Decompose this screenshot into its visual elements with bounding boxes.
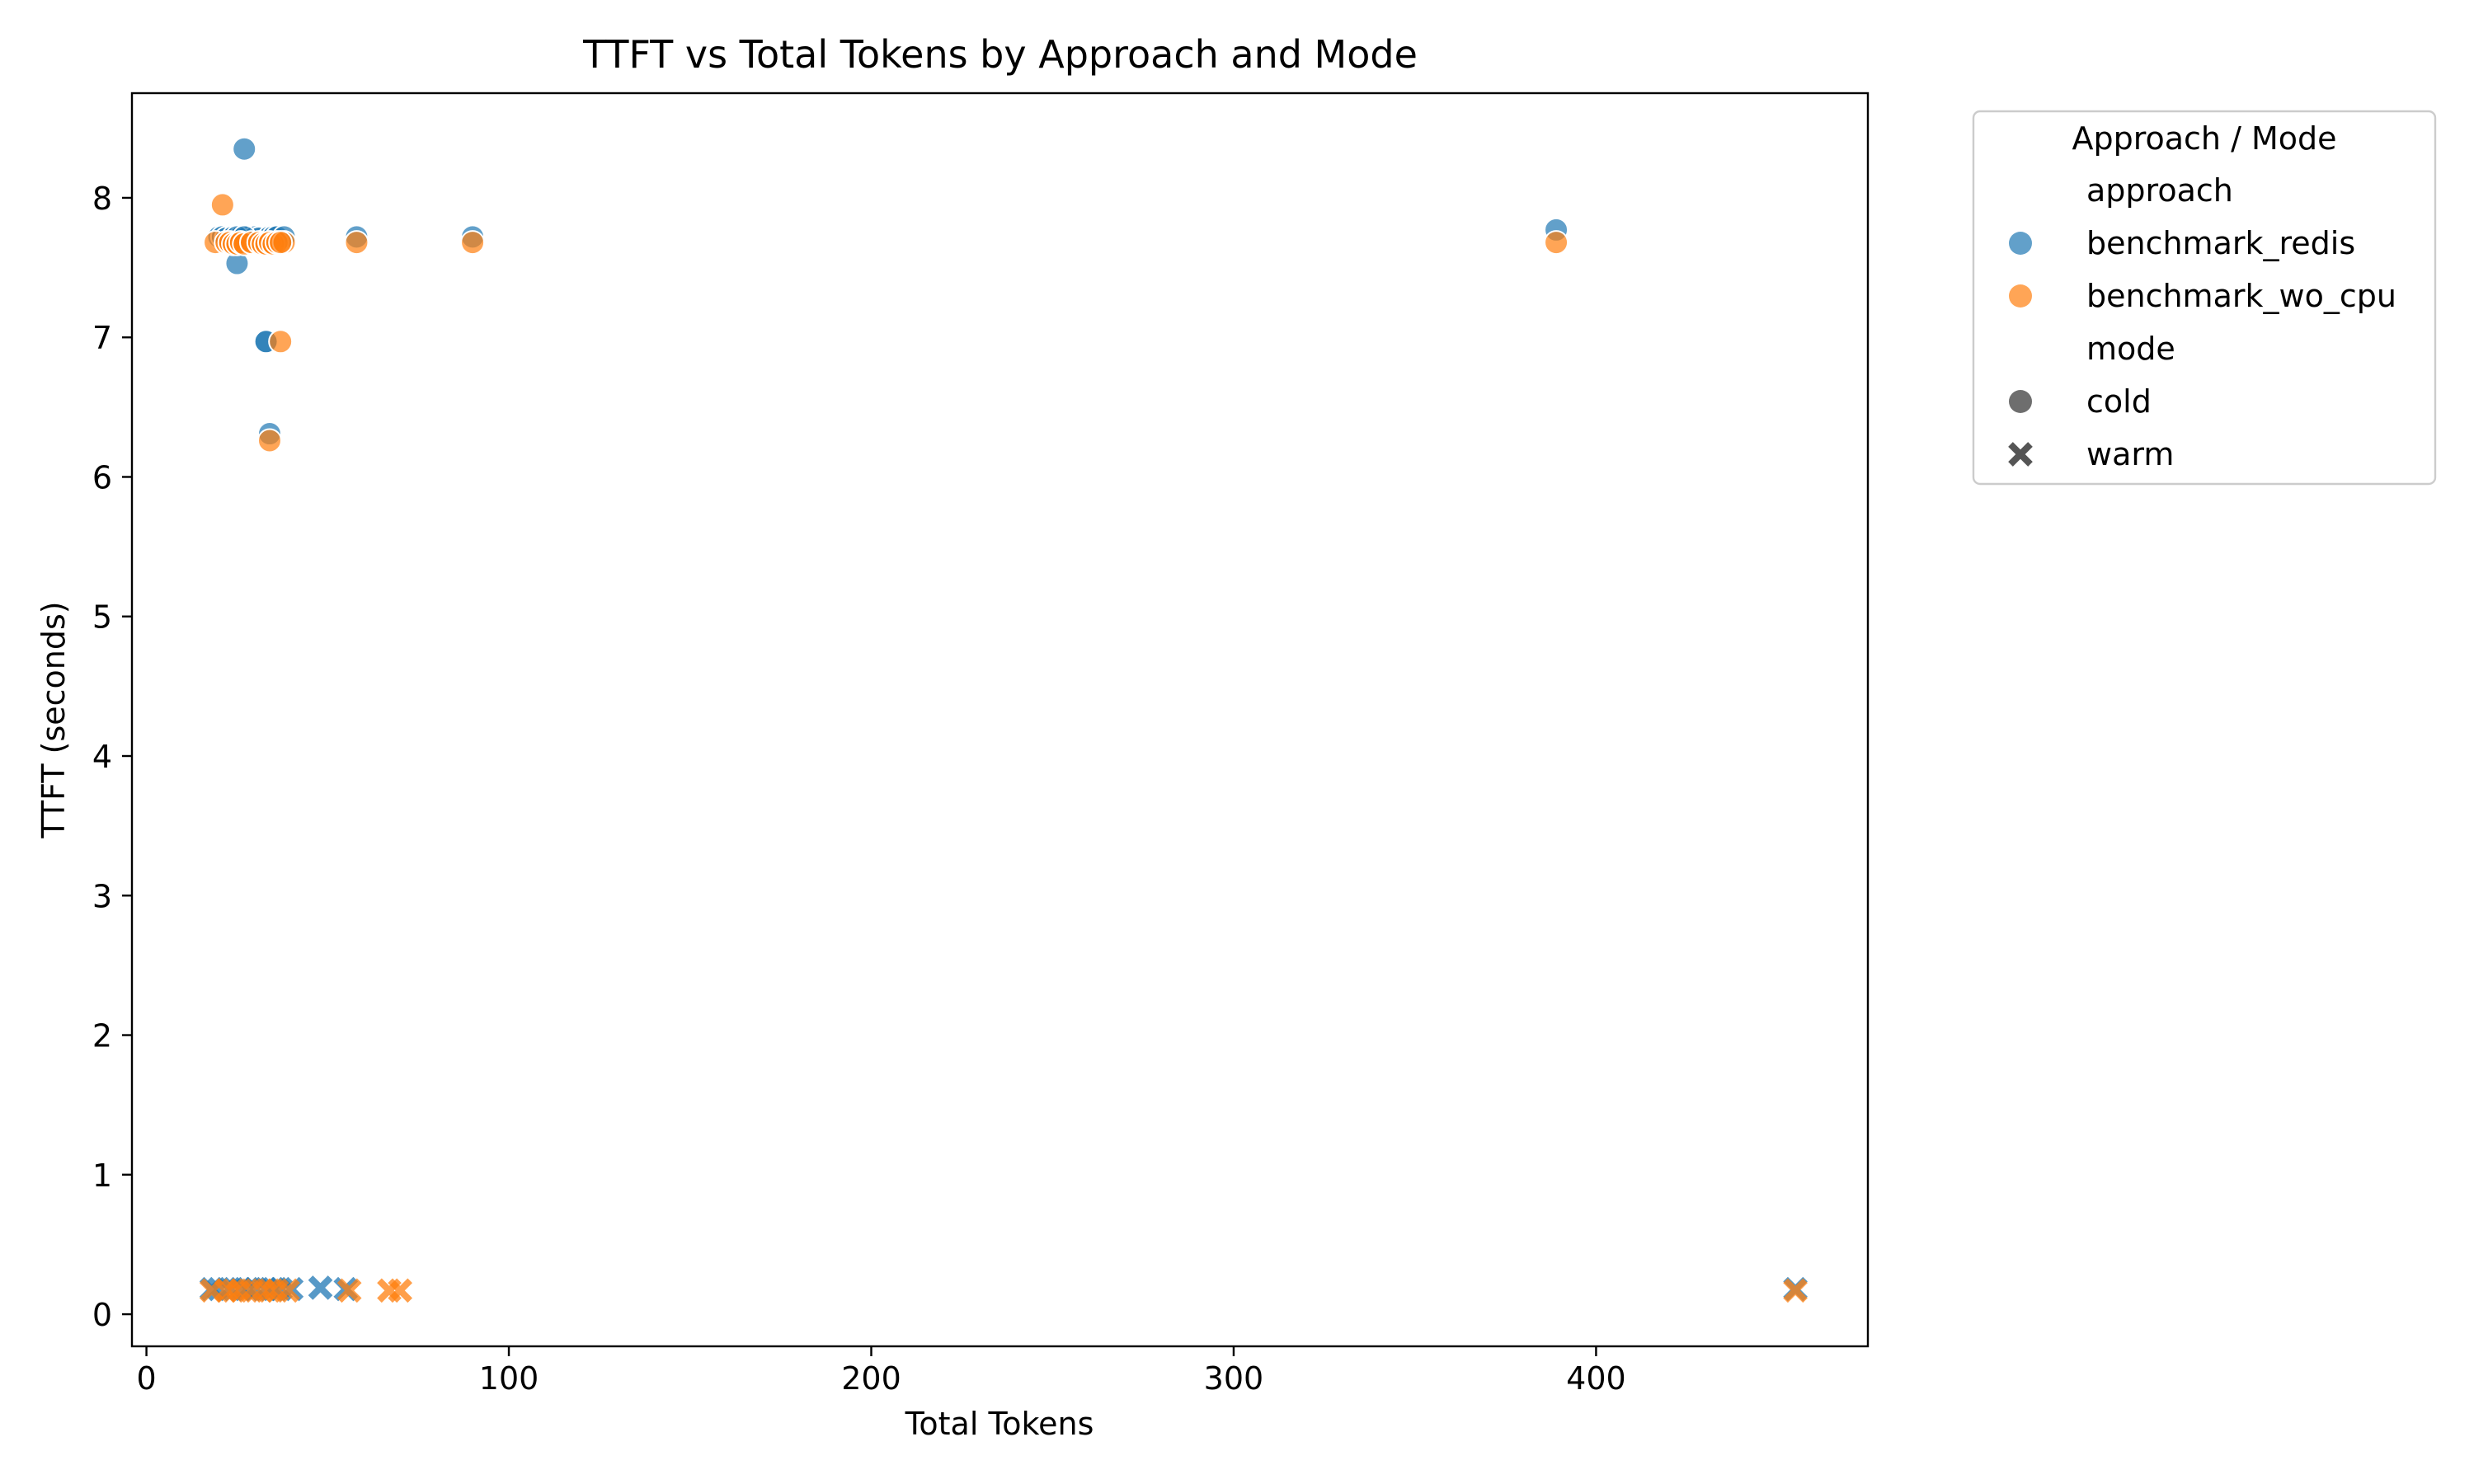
legend-header-mode: mode [2086, 331, 2175, 367]
data-points [199, 136, 1808, 1303]
y-tick-label: 4 [92, 739, 112, 775]
x-tick-label: 300 [1204, 1360, 1264, 1397]
legend-marker-warm [2008, 442, 2033, 467]
point-benchmark-redis-warm [308, 1275, 333, 1300]
point-benchmark-redis-cold [232, 136, 257, 162]
plot-frame [130, 92, 1870, 1348]
y-tick-label: 7 [92, 320, 112, 356]
plot-area [132, 93, 1868, 1346]
point-benchmark-wo-cpu-warm [388, 1278, 413, 1303]
legend-label-cold: cold [2086, 383, 2152, 420]
y-tick-label: 5 [92, 599, 112, 636]
legend: Approach / Mode approach benchmark_redis… [1972, 110, 2437, 486]
point-benchmark-wo-cpu-cold [209, 192, 235, 218]
point-benchmark-wo-cpu-warm [1783, 1278, 1808, 1303]
point-benchmark-wo-cpu-warm [275, 1278, 300, 1303]
x-tick-label: 100 [479, 1360, 539, 1397]
y-tick-label: 3 [92, 878, 112, 914]
x-tick-label: 400 [1566, 1360, 1626, 1397]
chart-title: TTFT vs Total Tokens by Approach and Mod… [582, 32, 1418, 77]
x-axis-label: Total Tokens [905, 1406, 1094, 1442]
point-benchmark-wo-cpu-warm [257, 1278, 282, 1303]
legend-marker-benchmark-wo-cpu [2009, 284, 2032, 308]
point-benchmark-wo-cpu-warm [336, 1278, 362, 1303]
point-benchmark-wo-cpu-cold [460, 230, 486, 256]
legend-marker-benchmark-redis [2009, 232, 2032, 255]
point-benchmark-wo-cpu-cold [344, 230, 369, 256]
x-tick-label: 200 [841, 1360, 901, 1397]
point-benchmark-wo-cpu-warm [221, 1278, 246, 1303]
point-benchmark-wo-cpu-cold [268, 329, 294, 355]
y-tick-label: 1 [92, 1158, 112, 1194]
legend-header-approach: approach [2086, 172, 2233, 209]
y-axis-label: TTFT (seconds) [35, 601, 72, 838]
y-tick-label: 0 [92, 1297, 112, 1333]
y-tick-label: 6 [92, 459, 112, 495]
x-tick-label: 0 [136, 1360, 156, 1397]
legend-label-benchmark-wo-cpu: benchmark_wo_cpu [2086, 278, 2396, 314]
y-axis-ticks: 0 1 2 3 4 5 6 7 8 [92, 181, 132, 1333]
legend-title: Approach / Mode [2072, 120, 2336, 157]
legend-box [1972, 110, 2437, 486]
y-tick-label: 8 [92, 181, 112, 217]
point-benchmark-wo-cpu-cold [256, 428, 282, 453]
legend-label-warm: warm [2086, 436, 2174, 472]
y-tick-label: 2 [92, 1018, 112, 1054]
point-benchmark-wo-cpu-cold [268, 230, 294, 256]
point-benchmark-wo-cpu-cold [1544, 230, 1569, 256]
legend-marker-cold [2009, 390, 2032, 413]
x-axis-ticks: 0 100 200 300 400 [136, 1346, 1626, 1397]
legend-label-benchmark-redis: benchmark_redis [2086, 225, 2355, 261]
